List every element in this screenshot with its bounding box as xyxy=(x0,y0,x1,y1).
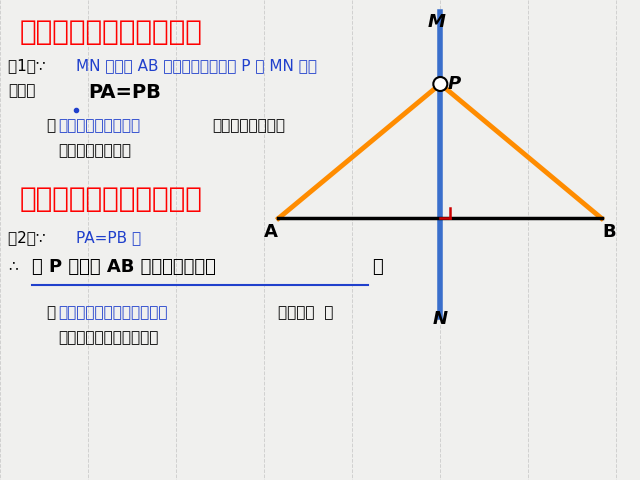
Text: PA=PB ，: PA=PB ， xyxy=(76,230,141,245)
Text: MN 是线段 AB 的垂直平分线，点 P 是 MN 上任: MN 是线段 AB 的垂直平分线，点 P 是 MN 上任 xyxy=(76,58,317,73)
Text: 端点的距离相等。: 端点的距离相等。 xyxy=(58,143,131,158)
Text: 点，在这  ）: 点，在这 ） xyxy=(278,305,333,320)
Text: 一点，: 一点， xyxy=(8,83,35,98)
Text: （: （ xyxy=(46,118,55,133)
Text: N: N xyxy=(433,310,448,328)
Text: 与线段两个端点距离相等的: 与线段两个端点距离相等的 xyxy=(58,305,168,320)
Text: ∴: ∴ xyxy=(8,258,18,273)
Text: 点 P 在线段 AB 的垂直平分线上: 点 P 在线段 AB 的垂直平分线上 xyxy=(32,258,216,276)
Text: 线段垂直平分线上的: 线段垂直平分线上的 xyxy=(58,118,140,133)
Circle shape xyxy=(433,77,447,91)
Text: B: B xyxy=(603,223,616,241)
Text: 线段垂直平分线的性质：: 线段垂直平分线的性质： xyxy=(20,18,203,46)
Text: （1）∵: （1）∵ xyxy=(8,58,51,73)
Text: 线段垂直平分线的判定：: 线段垂直平分线的判定： xyxy=(20,185,203,213)
Text: PA=PB: PA=PB xyxy=(88,83,161,102)
Text: M: M xyxy=(428,13,445,31)
Text: （: （ xyxy=(46,305,55,320)
Text: 点与这条线段两个: 点与这条线段两个 xyxy=(212,118,285,133)
Text: A: A xyxy=(264,223,277,241)
Text: 条线段的垂直平分线上。: 条线段的垂直平分线上。 xyxy=(58,330,158,345)
Text: P: P xyxy=(448,75,461,93)
Text: 。: 。 xyxy=(372,258,383,276)
Text: （2）∵: （2）∵ xyxy=(8,230,51,245)
